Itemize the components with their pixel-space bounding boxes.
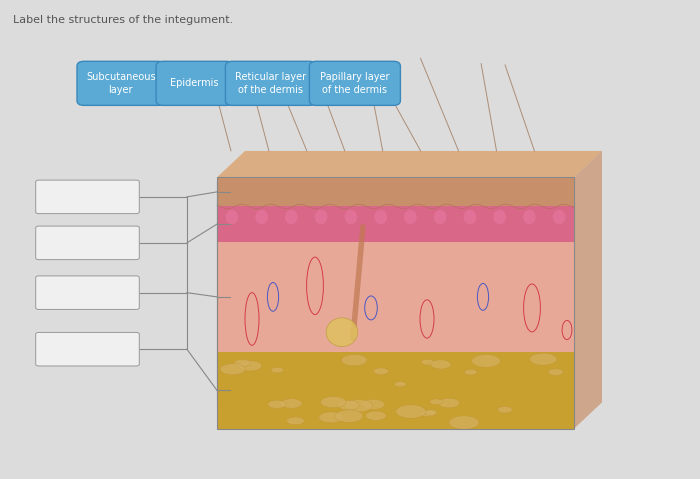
Ellipse shape xyxy=(326,318,358,347)
FancyBboxPatch shape xyxy=(36,276,139,309)
Ellipse shape xyxy=(530,353,556,365)
Ellipse shape xyxy=(394,381,406,387)
Ellipse shape xyxy=(234,359,251,366)
Ellipse shape xyxy=(374,368,388,375)
Ellipse shape xyxy=(239,361,262,371)
FancyBboxPatch shape xyxy=(309,61,400,105)
FancyBboxPatch shape xyxy=(36,180,139,214)
Ellipse shape xyxy=(434,210,447,224)
Ellipse shape xyxy=(438,398,460,408)
FancyBboxPatch shape xyxy=(36,332,139,366)
Ellipse shape xyxy=(285,210,298,224)
Bar xyxy=(217,352,574,429)
Text: Reticular layer
of the dermis: Reticular layer of the dermis xyxy=(235,72,307,94)
Ellipse shape xyxy=(449,416,479,429)
Ellipse shape xyxy=(267,400,286,409)
Ellipse shape xyxy=(523,210,536,224)
Text: Epidermis: Epidermis xyxy=(170,79,219,88)
Text: Subcutaneous
layer: Subcutaneous layer xyxy=(86,72,155,94)
Bar xyxy=(217,242,574,352)
Ellipse shape xyxy=(421,359,434,365)
Ellipse shape xyxy=(494,210,506,224)
Ellipse shape xyxy=(321,397,346,408)
Ellipse shape xyxy=(465,369,477,375)
Ellipse shape xyxy=(425,410,437,415)
Ellipse shape xyxy=(225,210,238,224)
Bar xyxy=(217,177,574,206)
Ellipse shape xyxy=(256,210,268,224)
Ellipse shape xyxy=(421,411,435,417)
Ellipse shape xyxy=(220,364,245,375)
Ellipse shape xyxy=(498,406,512,413)
Polygon shape xyxy=(574,151,602,429)
Text: Label the structures of the integument.: Label the structures of the integument. xyxy=(13,15,233,25)
Ellipse shape xyxy=(404,210,416,224)
Text: Papillary layer
of the dermis: Papillary layer of the dermis xyxy=(320,72,390,94)
Ellipse shape xyxy=(344,210,357,224)
FancyBboxPatch shape xyxy=(36,226,139,260)
Ellipse shape xyxy=(553,210,566,224)
Ellipse shape xyxy=(361,399,385,410)
Bar xyxy=(217,206,574,242)
Ellipse shape xyxy=(463,210,476,224)
FancyBboxPatch shape xyxy=(77,61,164,105)
Ellipse shape xyxy=(345,399,372,412)
Ellipse shape xyxy=(430,399,442,404)
Ellipse shape xyxy=(430,360,451,369)
Ellipse shape xyxy=(337,400,359,410)
Ellipse shape xyxy=(374,210,387,224)
Ellipse shape xyxy=(548,369,564,376)
Ellipse shape xyxy=(365,411,386,421)
Ellipse shape xyxy=(395,405,426,418)
Polygon shape xyxy=(217,151,602,177)
Ellipse shape xyxy=(271,367,284,373)
Ellipse shape xyxy=(287,417,304,425)
Ellipse shape xyxy=(315,210,328,224)
FancyArrowPatch shape xyxy=(353,227,363,338)
Ellipse shape xyxy=(335,410,363,422)
Ellipse shape xyxy=(319,412,344,423)
Bar xyxy=(217,177,574,429)
Ellipse shape xyxy=(472,354,500,367)
Ellipse shape xyxy=(342,354,367,366)
Ellipse shape xyxy=(281,399,302,408)
FancyBboxPatch shape xyxy=(156,61,233,105)
FancyBboxPatch shape xyxy=(225,61,316,105)
